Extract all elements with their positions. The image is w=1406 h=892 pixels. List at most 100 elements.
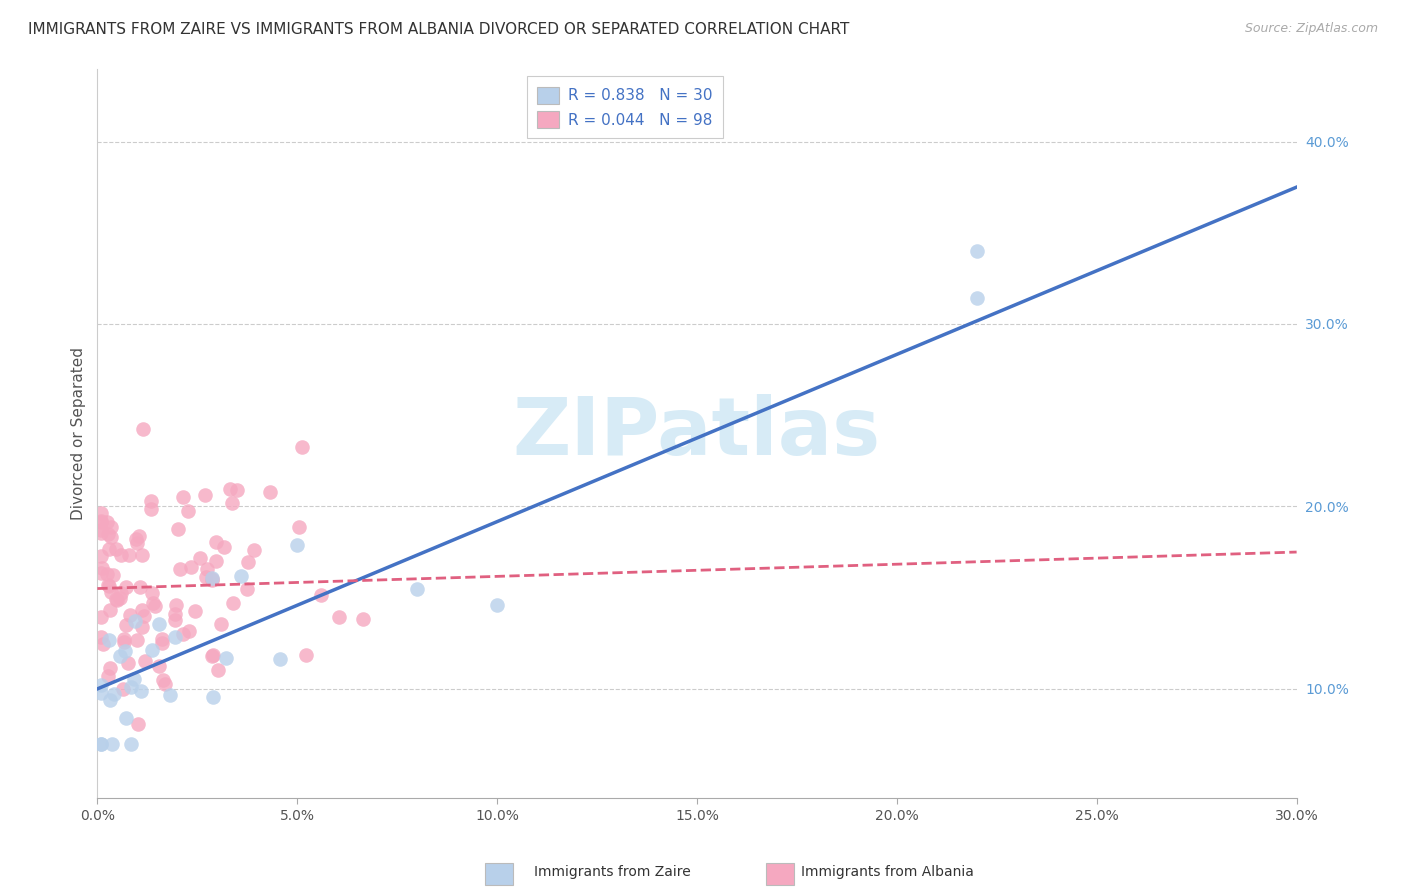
Point	[287, 520, 309, 534]
Text: Immigrants from Albania: Immigrants from Albania	[801, 865, 974, 880]
Point	[90, 514, 112, 528]
Point	[194, 570, 217, 584]
Point	[205, 535, 228, 549]
Point	[201, 572, 224, 586]
Point	[141, 643, 163, 657]
Point	[90, 630, 112, 644]
Point	[100, 530, 122, 544]
Point	[231, 569, 253, 583]
Point	[96, 515, 118, 529]
Point	[100, 520, 122, 534]
Point	[114, 617, 136, 632]
Point	[153, 677, 176, 691]
Point	[966, 244, 988, 258]
Point	[180, 560, 202, 574]
Point	[177, 624, 200, 638]
Point	[103, 687, 125, 701]
Point	[309, 588, 332, 602]
Point	[96, 567, 118, 582]
Point	[124, 672, 146, 686]
Point	[128, 528, 150, 542]
Point	[125, 533, 148, 547]
Y-axis label: Divorced or Separated: Divorced or Separated	[72, 347, 86, 520]
Point	[97, 633, 120, 648]
Point	[139, 494, 162, 508]
Text: ZIPatlas: ZIPatlas	[513, 394, 882, 473]
Point	[219, 483, 242, 497]
Text: IMMIGRANTS FROM ZAIRE VS IMMIGRANTS FROM ALBANIA DIVORCED OR SEPARATED CORRELATI: IMMIGRANTS FROM ZAIRE VS IMMIGRANTS FROM…	[28, 22, 849, 37]
Point	[125, 536, 148, 550]
Point	[98, 579, 121, 593]
Point	[90, 515, 112, 529]
Point	[114, 644, 136, 658]
Point	[91, 560, 114, 574]
Point	[105, 592, 128, 607]
Point	[103, 568, 125, 582]
Point	[212, 541, 235, 555]
Point	[201, 690, 224, 705]
Point	[90, 737, 112, 751]
Point	[131, 548, 153, 562]
Point	[118, 607, 141, 622]
Point	[129, 580, 152, 594]
Point	[124, 615, 146, 629]
Point	[352, 612, 374, 626]
Text: Source: ZipAtlas.com: Source: ZipAtlas.com	[1244, 22, 1378, 36]
Point	[105, 541, 128, 556]
Point	[202, 648, 225, 663]
Point	[131, 684, 153, 698]
Point	[188, 551, 211, 566]
Point	[243, 543, 266, 558]
Point	[90, 566, 112, 581]
Point	[98, 693, 121, 707]
Point	[104, 591, 127, 606]
Point	[221, 496, 243, 510]
Point	[90, 686, 112, 700]
Point	[97, 578, 120, 592]
Point	[209, 616, 232, 631]
Point	[269, 652, 291, 666]
Point	[207, 663, 229, 677]
Point	[226, 483, 249, 498]
Point	[201, 573, 224, 587]
Point	[142, 596, 165, 610]
Point	[112, 635, 135, 649]
Point	[167, 522, 190, 536]
Point	[236, 555, 259, 569]
Point	[120, 737, 142, 751]
Point	[195, 562, 218, 576]
Point	[184, 604, 207, 618]
Text: Immigrants from Zaire: Immigrants from Zaire	[534, 865, 690, 880]
Point	[110, 548, 132, 562]
Point	[152, 673, 174, 687]
Point	[169, 562, 191, 576]
Point	[98, 603, 121, 617]
Point	[194, 488, 217, 502]
Legend: R = 0.838   N = 30, R = 0.044   N = 98: R = 0.838 N = 30, R = 0.044 N = 98	[527, 76, 723, 138]
Point	[139, 502, 162, 516]
Point	[91, 637, 114, 651]
Point	[236, 582, 259, 597]
Point	[291, 440, 314, 454]
Point	[127, 632, 149, 647]
Point	[222, 596, 245, 610]
Point	[134, 654, 156, 668]
Point	[101, 737, 124, 751]
Point	[150, 635, 173, 649]
Point	[100, 585, 122, 599]
Point	[143, 599, 166, 613]
Point	[90, 549, 112, 563]
Point	[328, 610, 350, 624]
Point	[112, 681, 135, 696]
Point	[97, 527, 120, 541]
Point	[148, 659, 170, 673]
Point	[115, 711, 138, 725]
Point	[117, 657, 139, 671]
Point	[98, 661, 121, 675]
Point	[163, 607, 186, 621]
Point	[90, 737, 112, 751]
Point	[201, 648, 224, 663]
Point	[406, 582, 429, 597]
Point	[148, 617, 170, 632]
Point	[131, 603, 153, 617]
